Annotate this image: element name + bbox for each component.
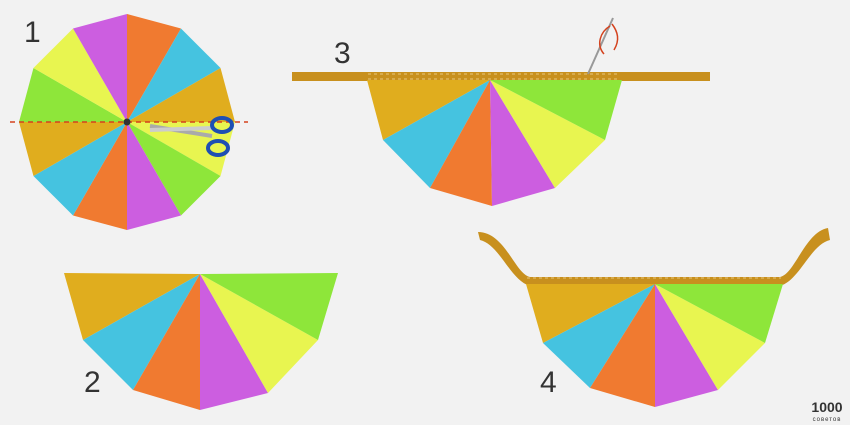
wedge: [19, 122, 127, 176]
wedge: [133, 274, 200, 410]
wedge: [490, 80, 605, 188]
logo-number: 1000: [811, 399, 842, 415]
center-dot: [123, 118, 131, 126]
step-label: 3: [334, 37, 351, 70]
step-label: 2: [84, 366, 101, 399]
wedge: [64, 273, 200, 340]
wedge: [655, 284, 783, 343]
wedge: [490, 80, 622, 140]
wedge: [127, 68, 235, 122]
waistband: [292, 72, 710, 81]
wedge: [83, 274, 200, 390]
wedge: [200, 274, 318, 393]
wedge: [543, 284, 655, 388]
gathered-skirt: [367, 80, 622, 206]
wedge: [526, 284, 655, 343]
scissors: [149, 116, 234, 157]
wedge: [200, 273, 338, 340]
wedge: [73, 14, 127, 122]
half-circle: [64, 273, 338, 410]
wedge: [33, 28, 128, 123]
wedge: [127, 28, 221, 123]
wedge: [33, 122, 128, 216]
wedge: [127, 14, 181, 122]
wedge: [127, 122, 181, 230]
wedge: [127, 122, 221, 216]
wedge: [430, 80, 492, 206]
needle: [587, 17, 619, 75]
wedge: [19, 68, 127, 122]
step-label: 4: [540, 366, 557, 399]
step-label: 1: [24, 16, 41, 49]
finished-skirt: [526, 284, 783, 407]
wedge: [367, 80, 490, 140]
fabric-circle: [19, 14, 235, 230]
wedge: [490, 80, 555, 206]
wedge: [73, 122, 127, 230]
wedge: [655, 284, 718, 407]
wedge: [590, 284, 655, 407]
logo-word: советов: [813, 417, 842, 423]
wedge: [383, 80, 490, 188]
wedge: [200, 274, 268, 410]
wedge: [655, 284, 765, 390]
